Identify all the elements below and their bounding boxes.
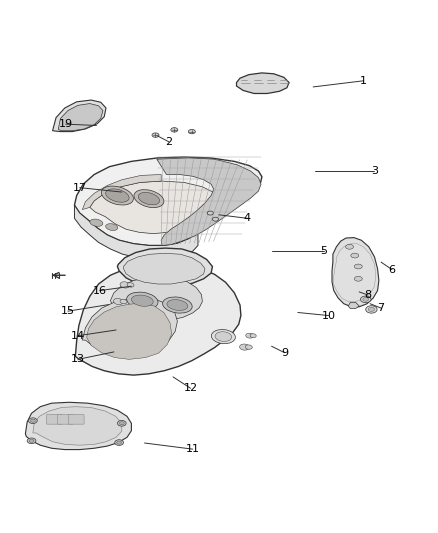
Polygon shape <box>25 402 131 449</box>
Text: 9: 9 <box>281 348 288 358</box>
Text: 17: 17 <box>73 183 87 192</box>
Ellipse shape <box>212 329 235 344</box>
Ellipse shape <box>28 418 37 424</box>
Polygon shape <box>82 174 161 209</box>
Ellipse shape <box>250 334 256 338</box>
Ellipse shape <box>246 333 254 338</box>
Ellipse shape <box>207 211 213 215</box>
Ellipse shape <box>351 253 359 258</box>
Polygon shape <box>87 303 172 359</box>
Text: 6: 6 <box>389 264 396 274</box>
Ellipse shape <box>120 282 130 288</box>
Text: 14: 14 <box>71 330 85 341</box>
Ellipse shape <box>215 332 232 342</box>
Ellipse shape <box>90 219 103 227</box>
Ellipse shape <box>115 440 124 446</box>
Polygon shape <box>110 277 202 321</box>
Ellipse shape <box>366 306 377 313</box>
Polygon shape <box>82 298 177 356</box>
Text: 8: 8 <box>364 290 371 300</box>
Ellipse shape <box>127 292 158 309</box>
Polygon shape <box>157 158 261 246</box>
Polygon shape <box>33 407 122 445</box>
Polygon shape <box>124 253 205 284</box>
Polygon shape <box>74 205 198 259</box>
Ellipse shape <box>188 130 195 134</box>
Ellipse shape <box>27 438 36 443</box>
Ellipse shape <box>127 282 134 287</box>
Ellipse shape <box>134 190 164 207</box>
Polygon shape <box>90 181 223 233</box>
Text: 12: 12 <box>184 383 198 393</box>
Ellipse shape <box>171 128 178 132</box>
Ellipse shape <box>354 264 362 269</box>
Text: 19: 19 <box>59 119 73 129</box>
Text: 5: 5 <box>321 246 328 256</box>
Ellipse shape <box>101 186 134 205</box>
Ellipse shape <box>245 345 252 349</box>
Ellipse shape <box>152 133 159 138</box>
FancyBboxPatch shape <box>57 415 73 424</box>
Text: 11: 11 <box>186 444 200 454</box>
Text: 7: 7 <box>378 303 385 313</box>
FancyBboxPatch shape <box>68 415 84 424</box>
Ellipse shape <box>117 421 126 426</box>
Ellipse shape <box>354 276 362 281</box>
Text: 2: 2 <box>165 136 172 147</box>
Text: 15: 15 <box>61 306 75 316</box>
Polygon shape <box>348 302 359 309</box>
Text: 13: 13 <box>71 354 85 365</box>
Ellipse shape <box>360 296 371 303</box>
Ellipse shape <box>120 300 127 304</box>
Ellipse shape <box>106 224 118 230</box>
Ellipse shape <box>138 192 159 205</box>
Text: 3: 3 <box>371 166 378 176</box>
Ellipse shape <box>31 419 35 422</box>
Ellipse shape <box>131 295 153 306</box>
Ellipse shape <box>29 439 34 442</box>
Polygon shape <box>58 103 103 131</box>
Ellipse shape <box>368 308 374 311</box>
Ellipse shape <box>113 298 123 305</box>
Ellipse shape <box>363 297 369 301</box>
Polygon shape <box>74 157 262 246</box>
Ellipse shape <box>212 217 219 221</box>
Text: 4: 4 <box>244 213 251 223</box>
Ellipse shape <box>240 344 249 350</box>
Text: 1: 1 <box>360 76 367 86</box>
Polygon shape <box>117 248 212 287</box>
Ellipse shape <box>162 297 192 313</box>
FancyBboxPatch shape <box>46 415 62 424</box>
Polygon shape <box>75 264 241 375</box>
Text: 10: 10 <box>321 311 336 320</box>
Ellipse shape <box>167 300 188 310</box>
Text: 16: 16 <box>93 286 107 296</box>
Ellipse shape <box>106 189 129 202</box>
Ellipse shape <box>117 441 122 444</box>
Polygon shape <box>332 238 379 307</box>
Polygon shape <box>53 100 106 132</box>
Polygon shape <box>237 73 289 93</box>
Ellipse shape <box>346 245 353 249</box>
Ellipse shape <box>119 422 124 425</box>
